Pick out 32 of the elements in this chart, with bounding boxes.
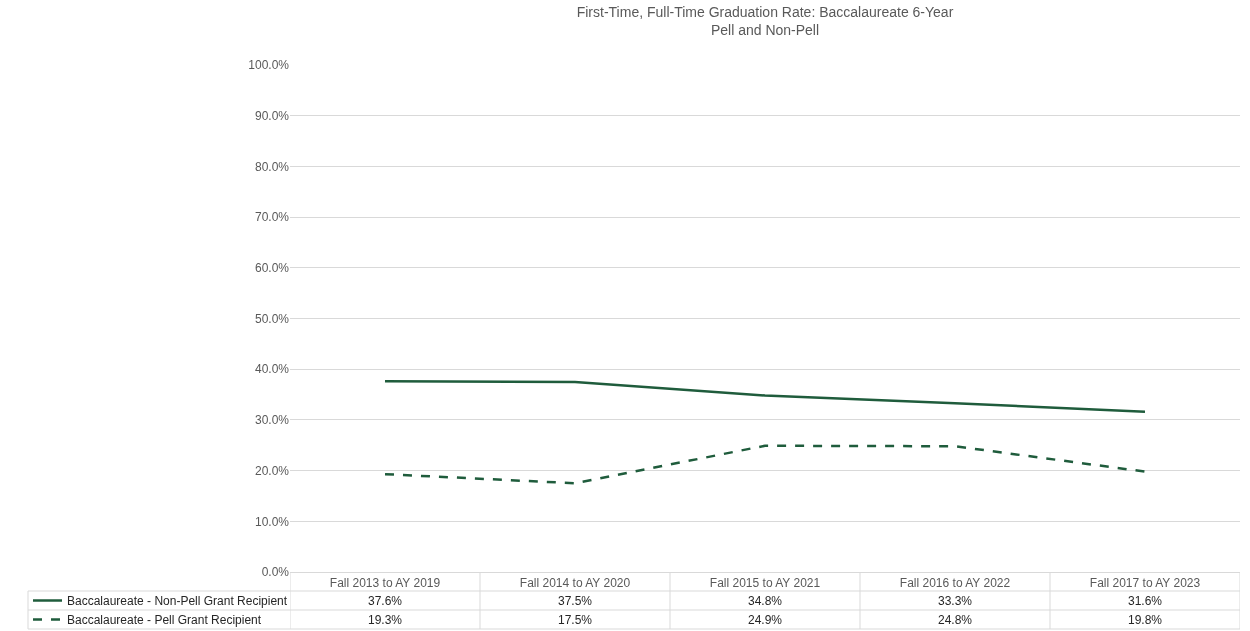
y-tick-label: 90.0% — [254, 108, 290, 123]
data-label: 24.8% — [938, 613, 973, 627]
y-tick-label: 70.0% — [254, 210, 290, 225]
line-series — [383, 380, 1147, 414]
line-series — [383, 444, 1147, 485]
y-tick-label: 20.0% — [254, 463, 290, 478]
chart-subtitle: Pell and Non-Pell — [710, 22, 820, 38]
y-tick-label: 30.0% — [254, 413, 290, 428]
x-tick-label: Fall 2014 to AY 2020 — [519, 576, 631, 591]
data-label: 34.8% — [748, 594, 783, 608]
data-label: 37.6% — [368, 594, 403, 608]
y-tick-label: 40.0% — [254, 362, 290, 377]
y-tick-label: 0.0% — [261, 565, 290, 580]
data-label: 37.5% — [558, 594, 593, 608]
x-tick-label: Fall 2016 to AY 2022 — [899, 576, 1011, 591]
data-label: 33.3% — [938, 594, 973, 608]
data-label: 31.6% — [1128, 594, 1163, 608]
x-tick-label: Fall 2013 to AY 2019 — [329, 576, 441, 591]
data-label: 24.9% — [748, 613, 783, 627]
y-tick-label: 10.0% — [254, 514, 290, 529]
y-tick-label: 50.0% — [254, 311, 290, 326]
x-tick-label: Fall 2017 to AY 2023 — [1089, 576, 1201, 591]
data-label: 19.3% — [368, 613, 403, 627]
chart-title: First-Time, Full-Time Graduation Rate: Baccalaureate 6-Year — [576, 3, 954, 20]
y-tick-label: 80.0% — [254, 159, 290, 174]
y-tick-label: 60.0% — [254, 261, 290, 275]
data-label: 19.8% — [1128, 613, 1163, 627]
y-tick-label: 100.0% — [248, 58, 290, 73]
legend-label: Baccalaureate - Non-Pell Grant Recipient — [67, 594, 288, 608]
data-label: 17.5% — [558, 613, 593, 627]
x-tick-label: Fall 2015 to AY 2021 — [709, 576, 821, 591]
legend-label: Baccalaureate - Pell Grant Recipient — [67, 613, 262, 627]
